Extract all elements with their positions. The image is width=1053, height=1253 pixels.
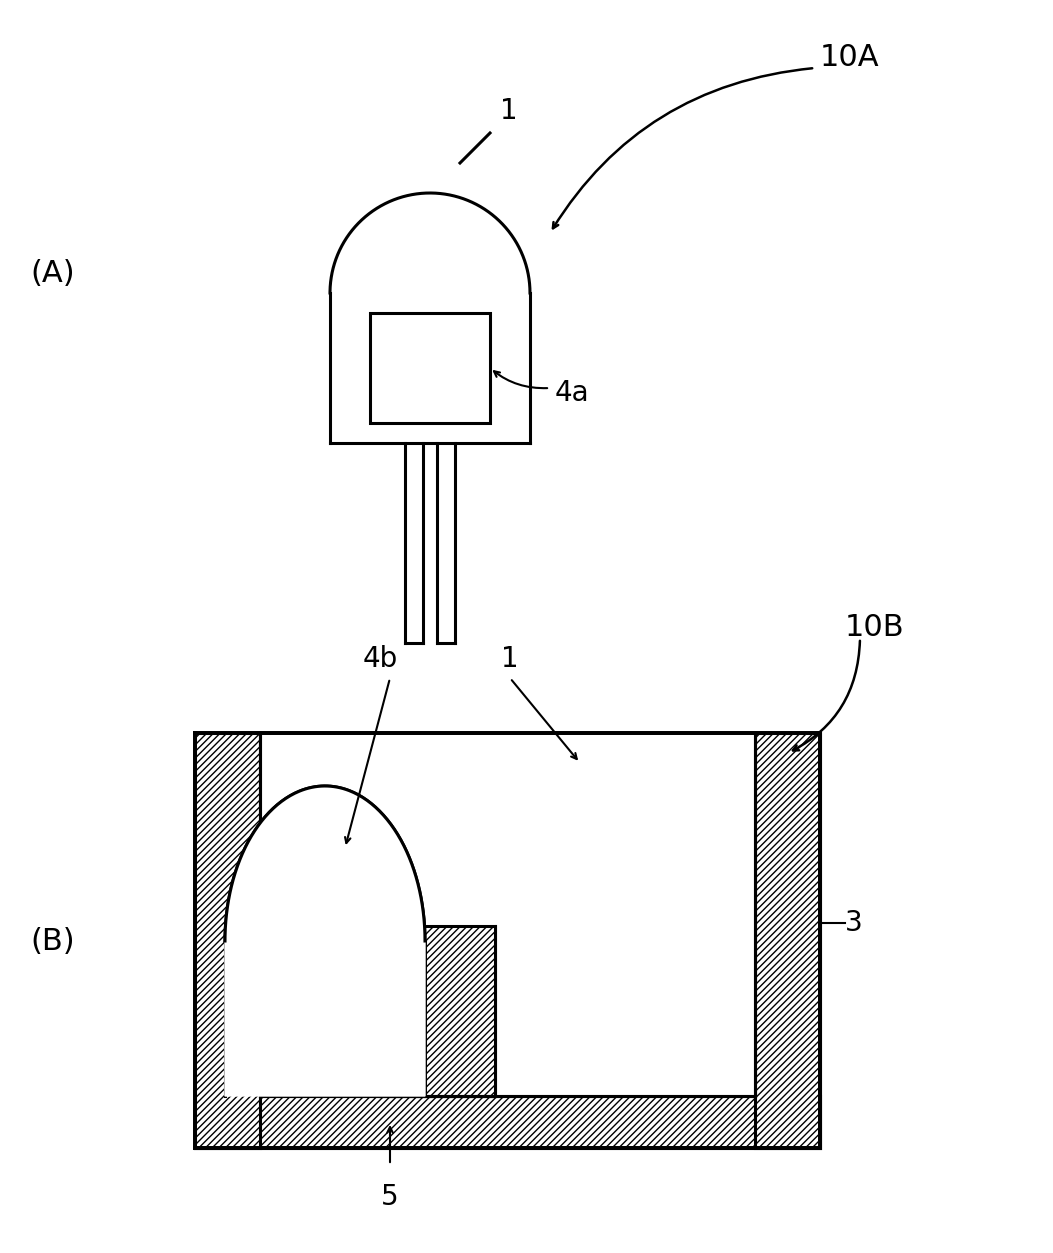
Polygon shape bbox=[225, 786, 425, 1096]
Bar bbox=[195, 733, 820, 1148]
Text: 5: 5 bbox=[381, 1183, 399, 1210]
Bar bbox=[195, 1096, 820, 1148]
Bar bbox=[195, 733, 260, 1148]
Text: 10B: 10B bbox=[845, 613, 905, 642]
Text: 3: 3 bbox=[845, 908, 862, 937]
Text: 1: 1 bbox=[500, 96, 518, 125]
Bar bbox=[380, 926, 495, 1096]
Text: 4a: 4a bbox=[555, 378, 590, 407]
Text: 1: 1 bbox=[501, 645, 519, 673]
Text: 4b: 4b bbox=[362, 645, 398, 673]
Text: 10A: 10A bbox=[820, 43, 879, 71]
Text: (A): (A) bbox=[29, 258, 75, 287]
Bar bbox=[755, 733, 820, 1148]
Bar bbox=[260, 733, 755, 1096]
Bar bbox=[380, 926, 495, 1096]
Bar bbox=[370, 313, 490, 424]
Text: (B): (B) bbox=[29, 926, 75, 956]
Bar bbox=[380, 733, 495, 926]
